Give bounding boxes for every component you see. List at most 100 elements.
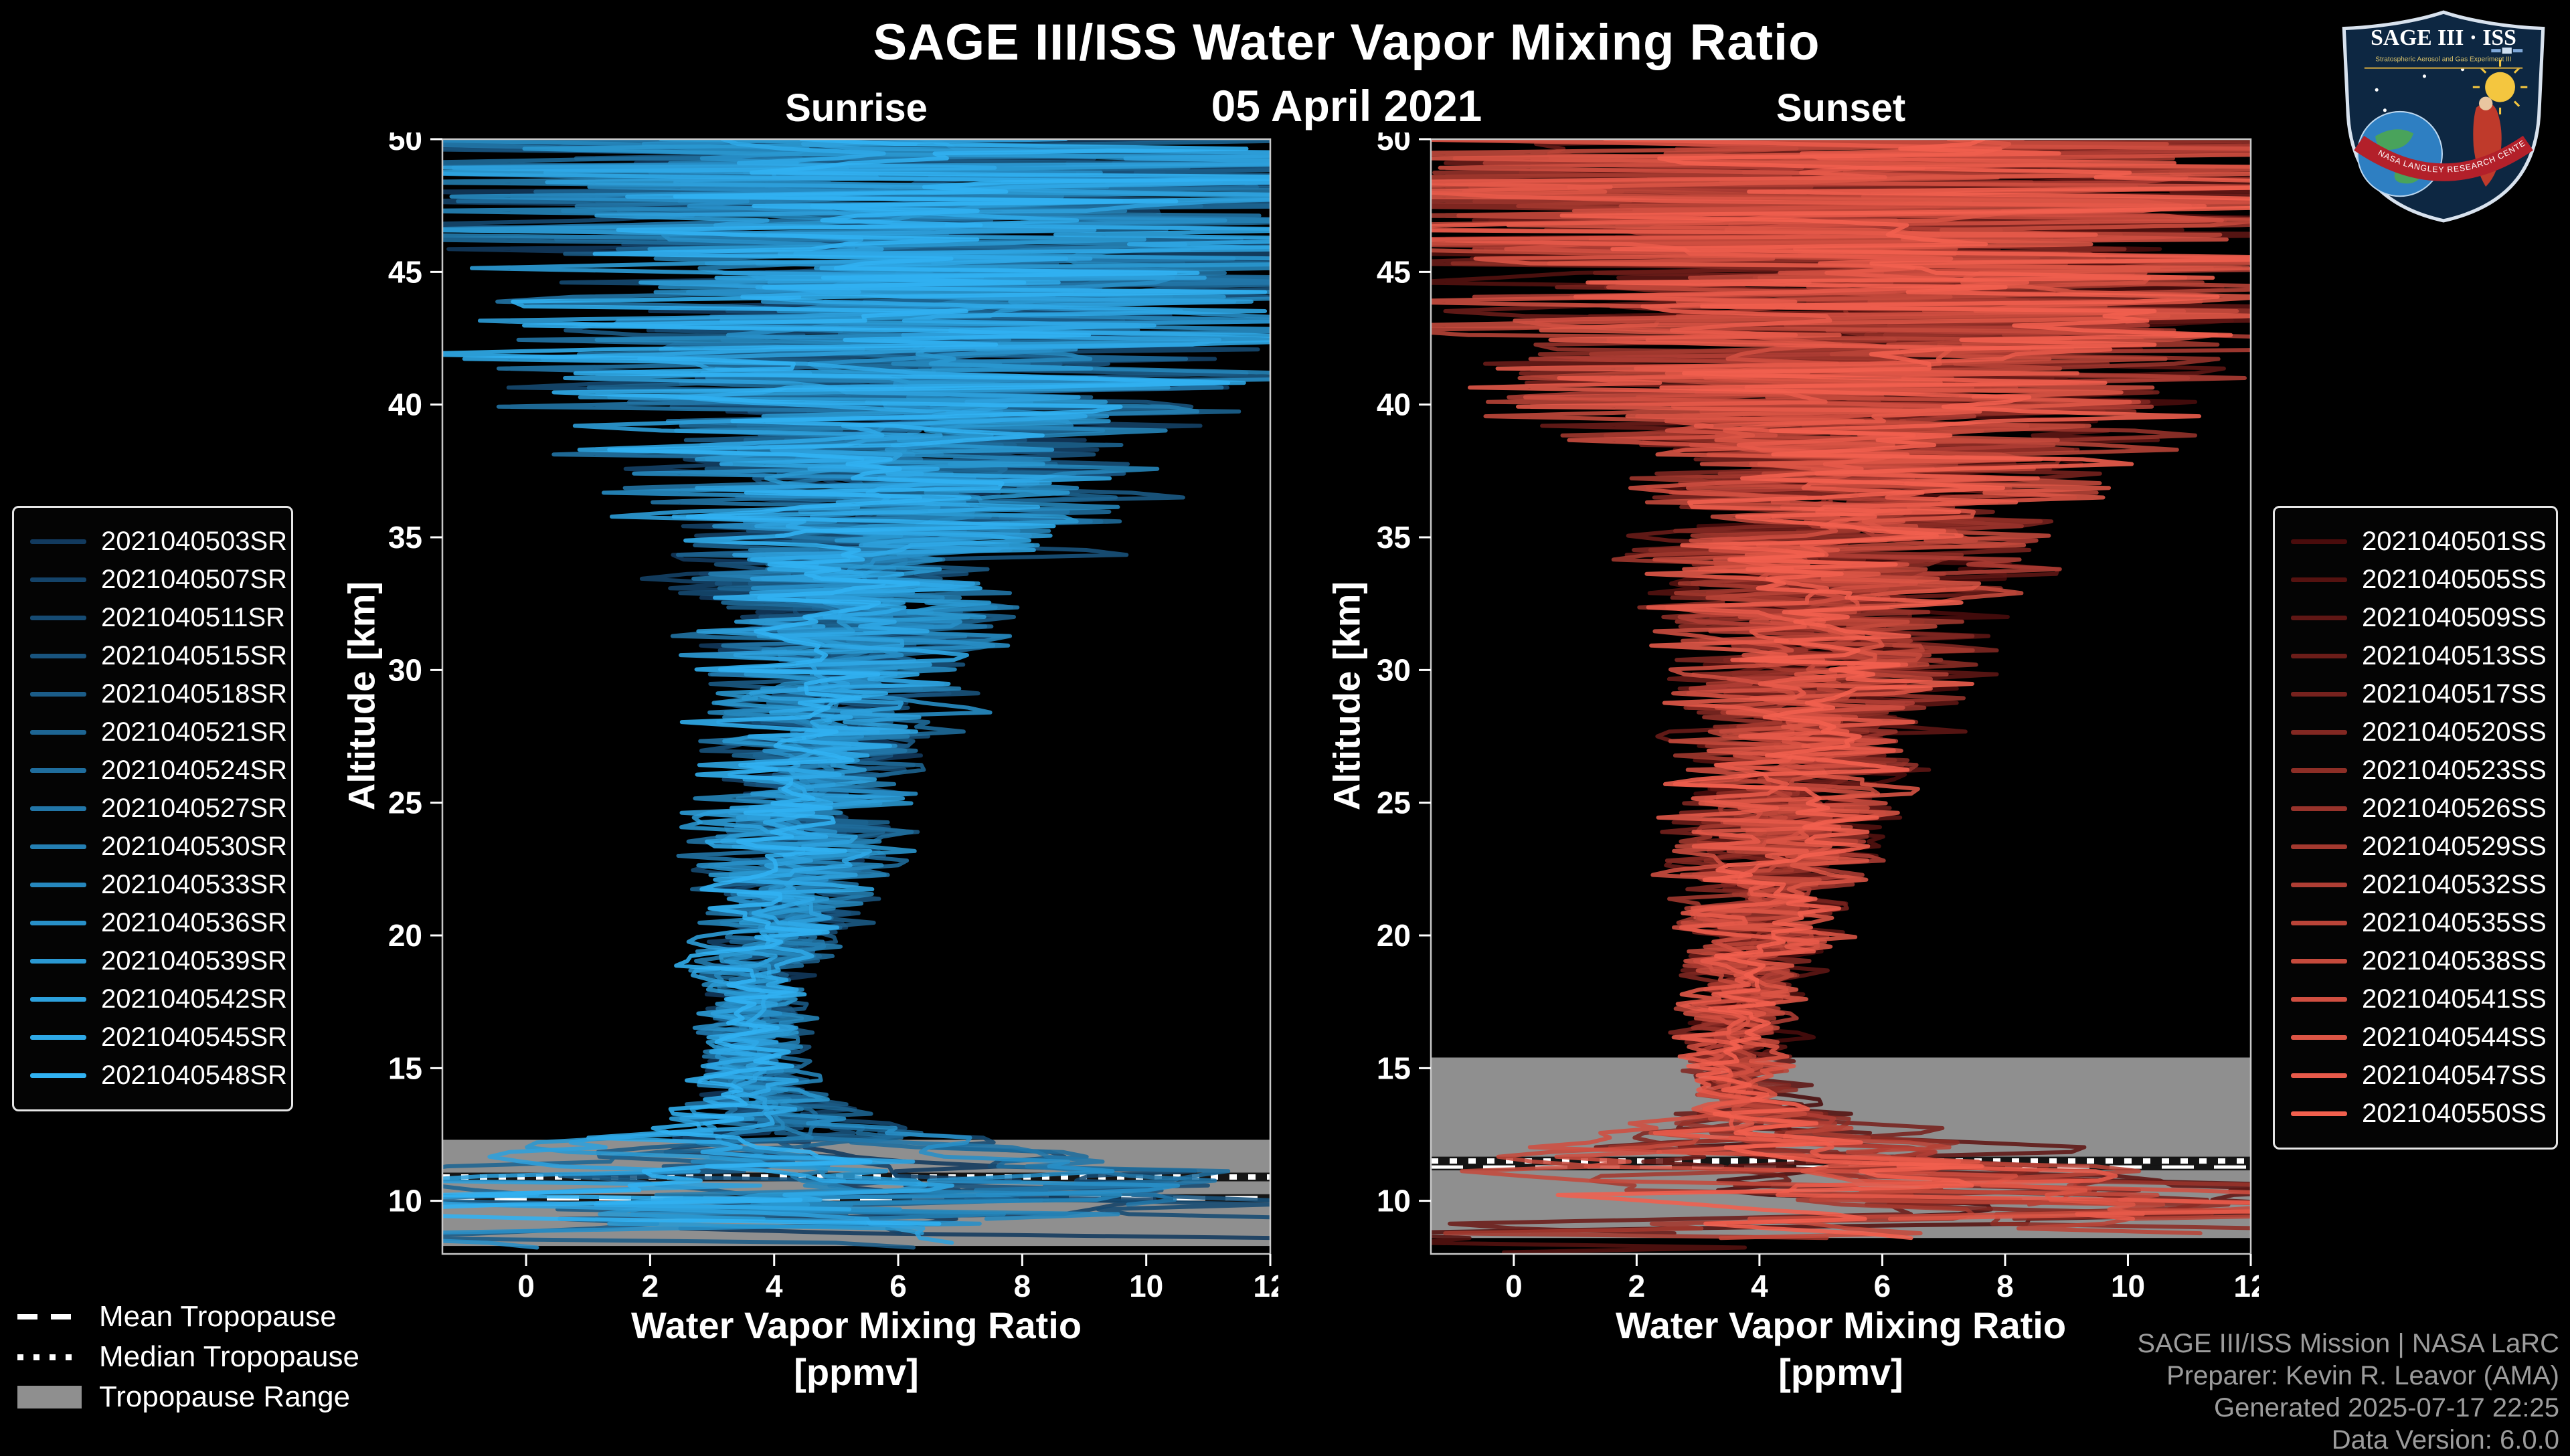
- legend-item: 2021040535SS: [2291, 904, 2547, 942]
- legend-line-swatch: [30, 921, 86, 925]
- legend-item: 2021040530SR: [30, 828, 287, 866]
- x-tick-label: 4: [766, 1269, 783, 1303]
- x-tick-label: 12: [2233, 1269, 2259, 1303]
- sunrise-x-axis-label-units: [ppmv]: [794, 1351, 919, 1393]
- y-tick-label: 50: [1377, 132, 1411, 157]
- y-tick-label: 30: [388, 652, 422, 687]
- y-tick-label: 40: [388, 387, 422, 422]
- sunset-x-axis-label-units: [ppmv]: [1778, 1351, 1903, 1393]
- legend-line-swatch: [2291, 806, 2347, 811]
- legend-item: 2021040511SR: [30, 599, 285, 637]
- legend-label: 2021040550SS: [2362, 1099, 2547, 1128]
- legend-label: 2021040545SR: [101, 1022, 288, 1052]
- logo-star: [2375, 88, 2379, 92]
- legend-line-swatch: [2291, 539, 2347, 544]
- legend-label: 2021040539SR: [101, 946, 288, 976]
- x-tick-label: 6: [889, 1269, 907, 1303]
- sunrise-panel-title: Sunrise: [785, 86, 928, 130]
- x-tick-label: 2: [642, 1269, 659, 1303]
- x-tick-label: 0: [517, 1269, 535, 1303]
- legend-item: 2021040536SR: [30, 904, 287, 942]
- y-tick-label: 45: [1377, 254, 1411, 289]
- y-tick-label: 30: [1377, 652, 1411, 687]
- legend-label: 2021040507SR: [101, 565, 288, 594]
- y-tick-label: 50: [388, 132, 422, 157]
- y-tick-label: 20: [1377, 918, 1411, 953]
- legend-label: 2021040548SR: [101, 1061, 288, 1090]
- legend-item: 2021040523SS: [2291, 751, 2547, 790]
- legend-label: 2021040544SS: [2362, 1022, 2547, 1052]
- legend-label: 2021040513SS: [2362, 641, 2547, 670]
- legend-item: 2021040520SS: [2291, 713, 2547, 751]
- credit-line-mission: SAGE III/ISS Mission | NASA LaRC: [2137, 1329, 2559, 1358]
- credit-line-generated: Generated 2025-07-17 22:25: [2214, 1393, 2559, 1423]
- legend-item: 2021040532SS: [2291, 866, 2547, 904]
- legend-line-swatch: [30, 883, 86, 887]
- legend-line-swatch: [30, 654, 86, 658]
- sunrise-chart: 0 2 4 6 8 10 12 10 15 20 25 30 35 40 45 50: [388, 132, 1278, 1303]
- legend-item-median-tropopause: Median Tropopause: [17, 1340, 359, 1373]
- sunset-profiles: [1431, 139, 2251, 1254]
- legend-item: 2021040518SR: [30, 675, 287, 713]
- credits: SAGE III/ISS Mission | NASA LaRC Prepare…: [2137, 1328, 2559, 1456]
- legend-item: 2021040533SR: [30, 866, 287, 904]
- legend-line-swatch: [30, 539, 86, 544]
- credit-line-version: Data Version: 6.0.0: [2331, 1425, 2559, 1455]
- logo-title: SAGE III · ISS: [2371, 25, 2516, 50]
- legend-line-swatch: [2291, 692, 2347, 697]
- legend-label: 2021040524SR: [101, 755, 288, 785]
- legend-item: 2021040542SR: [30, 980, 287, 1018]
- legend-item-tropopause-range: Tropopause Range: [17, 1380, 359, 1413]
- legend-line-swatch: [2291, 577, 2347, 582]
- legend-label: 2021040527SR: [101, 794, 288, 823]
- logo-ribbon: [2354, 135, 2533, 181]
- page-title: SAGE III/ISS Water Vapor Mixing Ratio: [873, 14, 1820, 71]
- legend-label: 2021040503SR: [101, 527, 288, 556]
- legend-line-swatch: [2291, 616, 2347, 620]
- logo-subtitle: Stratospheric Aerosol and Gas Experiment…: [2375, 56, 2512, 64]
- y-tick-label: 15: [1377, 1051, 1411, 1085]
- legend-item: 2021040544SS: [2291, 1018, 2547, 1057]
- legend-label: 2021040501SS: [2362, 527, 2547, 556]
- legend-line-swatch: [30, 730, 86, 735]
- legend-item: 2021040539SR: [30, 942, 287, 980]
- profile-2021040544SS: [1431, 139, 2251, 1221]
- sunrise-profiles: [442, 139, 1270, 1250]
- legend-label: 2021040517SS: [2362, 679, 2547, 709]
- x-tick-label: 10: [2111, 1269, 2145, 1303]
- legend-label: 2021040542SR: [101, 984, 288, 1014]
- legend-line-swatch: [2291, 997, 2347, 1002]
- legend-item: 2021040524SR: [30, 751, 287, 790]
- x-tick-label: 0: [1505, 1269, 1523, 1303]
- legend-label: 2021040530SR: [101, 832, 288, 861]
- legend-label: 2021040523SS: [2362, 755, 2547, 785]
- legend-line-swatch: [30, 1035, 86, 1040]
- legend-line-swatch: [2291, 844, 2347, 849]
- legend-line-swatch: [30, 616, 86, 620]
- x-tick-label: 8: [1996, 1269, 2014, 1303]
- sage-iii-iss-logo: NASA LANGLEY RESEARCH CENTER SAGE III · …: [2333, 7, 2545, 223]
- y-tick-label: 15: [388, 1051, 422, 1085]
- legend-line-swatch: [2291, 654, 2347, 658]
- logo-star: [2383, 108, 2387, 112]
- x-tick-label: 10: [1129, 1269, 1163, 1303]
- sunrise-x-axis-label-line1: Water Vapor Mixing Ratio: [630, 1304, 1082, 1346]
- dashed-line-swatch: [17, 1314, 82, 1320]
- legend-item-mean-tropopause: Mean Tropopause: [17, 1300, 359, 1333]
- legend-label: 2021040509SS: [2362, 603, 2547, 632]
- tropopause-legend: Mean Tropopause Median Tropopause Tropop…: [17, 1300, 359, 1423]
- legend-item: 2021040513SS: [2291, 637, 2547, 675]
- legend-label: 2021040526SS: [2362, 794, 2547, 823]
- logo-star: [2422, 74, 2427, 78]
- legend-item: 2021040527SR: [30, 790, 287, 828]
- legend-line-swatch: [2291, 1073, 2347, 1078]
- legend-line-swatch: [30, 768, 86, 773]
- x-tick-label: 6: [1874, 1269, 1891, 1303]
- legend-item: 2021040509SS: [2291, 599, 2547, 637]
- y-tick-label: 10: [1377, 1184, 1411, 1218]
- y-tick-label: 25: [1377, 786, 1411, 820]
- legend-label: 2021040511SR: [101, 603, 286, 632]
- legend-line-swatch: [2291, 883, 2347, 887]
- profile-2021040550SS: [1555, 139, 2251, 1241]
- legend-line-swatch: [30, 1073, 86, 1078]
